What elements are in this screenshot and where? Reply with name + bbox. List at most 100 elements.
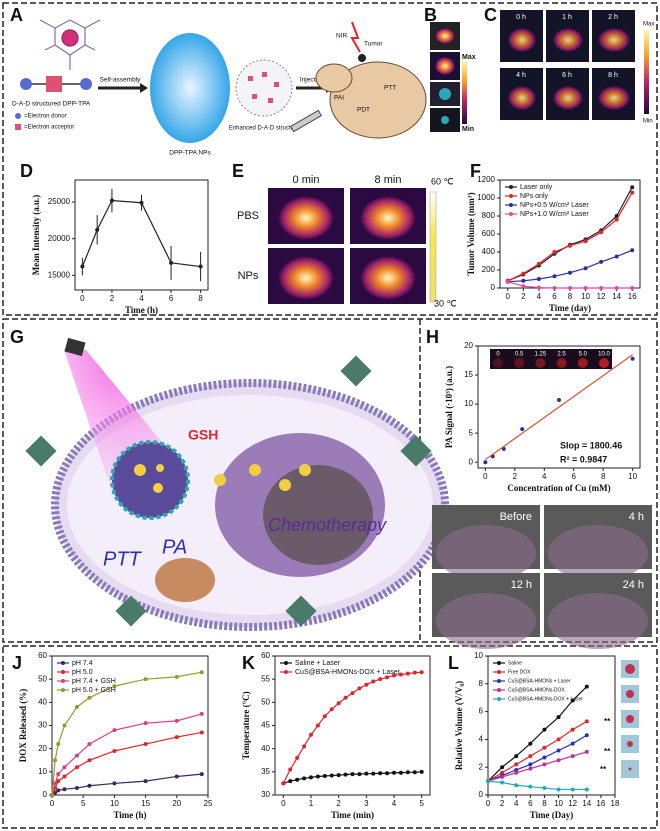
x-tick-label: 12 xyxy=(568,799,577,808)
data-point xyxy=(419,769,424,774)
legend-label: Saline xyxy=(508,660,522,666)
y-tick-label: 20 xyxy=(464,341,473,350)
x-tick-label: 2 xyxy=(336,799,341,808)
y-tick-label: 400 xyxy=(482,247,496,256)
data-point xyxy=(385,675,390,680)
data-point xyxy=(552,286,557,290)
data-point xyxy=(302,744,307,749)
data-point xyxy=(584,684,589,689)
label: 0 h xyxy=(516,14,526,21)
data-point xyxy=(308,775,313,780)
data-point xyxy=(174,774,179,779)
image-signal xyxy=(548,525,648,581)
legend-label: pH 7.4 xyxy=(72,660,93,667)
y-tick-label: 10 xyxy=(38,767,47,776)
data-point xyxy=(392,673,397,678)
x-tick-label: 1 xyxy=(309,799,314,808)
panel-label: K xyxy=(242,653,255,673)
legend-label: CuS@BSA-HMONs-DOX xyxy=(508,687,565,693)
y-tick-label: 55 xyxy=(261,674,270,683)
legend-marker xyxy=(497,661,501,665)
chart: 0 5 10 15 20 25 0 10 20 30 40 50 60 Time (h) DOX Relea… xyxy=(18,651,213,820)
plot-frame xyxy=(51,655,209,796)
x-tick-label: 0 xyxy=(506,292,511,301)
data-point xyxy=(630,286,635,290)
data-point xyxy=(198,264,203,269)
x-tick-label: 10 xyxy=(628,472,637,481)
image-signal xyxy=(360,256,416,300)
data-point xyxy=(143,779,148,784)
data-point xyxy=(405,770,410,775)
panel-label: B xyxy=(424,5,437,25)
data-point xyxy=(112,781,117,786)
inset-image xyxy=(490,349,612,369)
plot-frame xyxy=(477,345,641,469)
x-tick-label: 4 xyxy=(537,292,542,301)
y-tick-label: 45 xyxy=(261,721,270,730)
image-signal xyxy=(548,593,648,649)
data-point xyxy=(295,755,300,760)
label: 24 h xyxy=(623,579,644,591)
data-point xyxy=(336,773,341,778)
label: 2 h xyxy=(608,14,618,21)
data-point xyxy=(570,727,575,732)
y-tick-label: 60 xyxy=(38,651,47,660)
legend-marker xyxy=(509,185,513,189)
x-axis-title: Concentration of Cu (mM) xyxy=(507,483,610,493)
legend-marker xyxy=(61,688,65,692)
data-point xyxy=(500,770,505,775)
x-tick-label: 2 xyxy=(500,799,505,808)
label: PDT xyxy=(357,107,370,114)
data-point xyxy=(570,754,575,759)
legend-marker xyxy=(61,661,65,665)
y-tick-label: 30 xyxy=(261,790,270,799)
data-point xyxy=(174,674,179,679)
x-axis-title: Time (min) xyxy=(331,810,374,820)
image-signal xyxy=(360,196,416,240)
data-point xyxy=(552,250,557,254)
data-point xyxy=(109,198,114,203)
data-point xyxy=(630,356,635,361)
y-tick-label: 60 xyxy=(261,651,270,660)
panel-label: C xyxy=(484,5,497,25)
data-point xyxy=(62,723,67,728)
panel-label: D xyxy=(20,161,33,181)
data-point xyxy=(536,277,541,281)
x-tick-label: 0 xyxy=(80,294,85,303)
y-tick-label: 6 xyxy=(479,707,484,716)
panel-label: A xyxy=(10,5,23,25)
data-point xyxy=(357,686,362,691)
annotation: Slop = 1800.46 xyxy=(560,440,622,450)
legend-marker xyxy=(497,688,501,692)
data-point xyxy=(521,271,526,276)
data-point xyxy=(169,260,174,265)
x-tick-label: 6 xyxy=(169,294,174,303)
data-point xyxy=(505,279,510,284)
x-tick-label: 14 xyxy=(582,799,591,808)
x-tick-label: 8 xyxy=(568,292,573,301)
image-signal xyxy=(508,28,536,52)
y-tick-label: 600 xyxy=(482,229,496,238)
data-point xyxy=(556,748,561,753)
legend-marker xyxy=(509,212,513,216)
data-point xyxy=(542,755,547,760)
series-line xyxy=(487,720,588,782)
y-tick-label: 1000 xyxy=(477,193,495,202)
x-tick-label: 2 xyxy=(110,294,115,303)
inset-well xyxy=(556,358,567,368)
data-point xyxy=(630,185,635,190)
y-tick-label: 4 xyxy=(479,735,484,744)
x-axis-title: Time (h) xyxy=(125,305,158,315)
legend-label: pH 5.0 xyxy=(72,669,93,676)
label: PTT xyxy=(384,85,396,92)
label: DPP-TPA NPs xyxy=(169,150,211,157)
inset-label: 0.5 xyxy=(515,352,524,358)
panel-label: H xyxy=(426,327,439,347)
label: NIR xyxy=(336,33,348,40)
series-line xyxy=(51,671,202,796)
data-point xyxy=(174,718,179,723)
legend-marker xyxy=(61,679,65,683)
x-tick-label: 4 xyxy=(139,294,144,303)
inset-label: 5.0 xyxy=(579,352,588,358)
y-tick-label: 40 xyxy=(261,744,270,753)
